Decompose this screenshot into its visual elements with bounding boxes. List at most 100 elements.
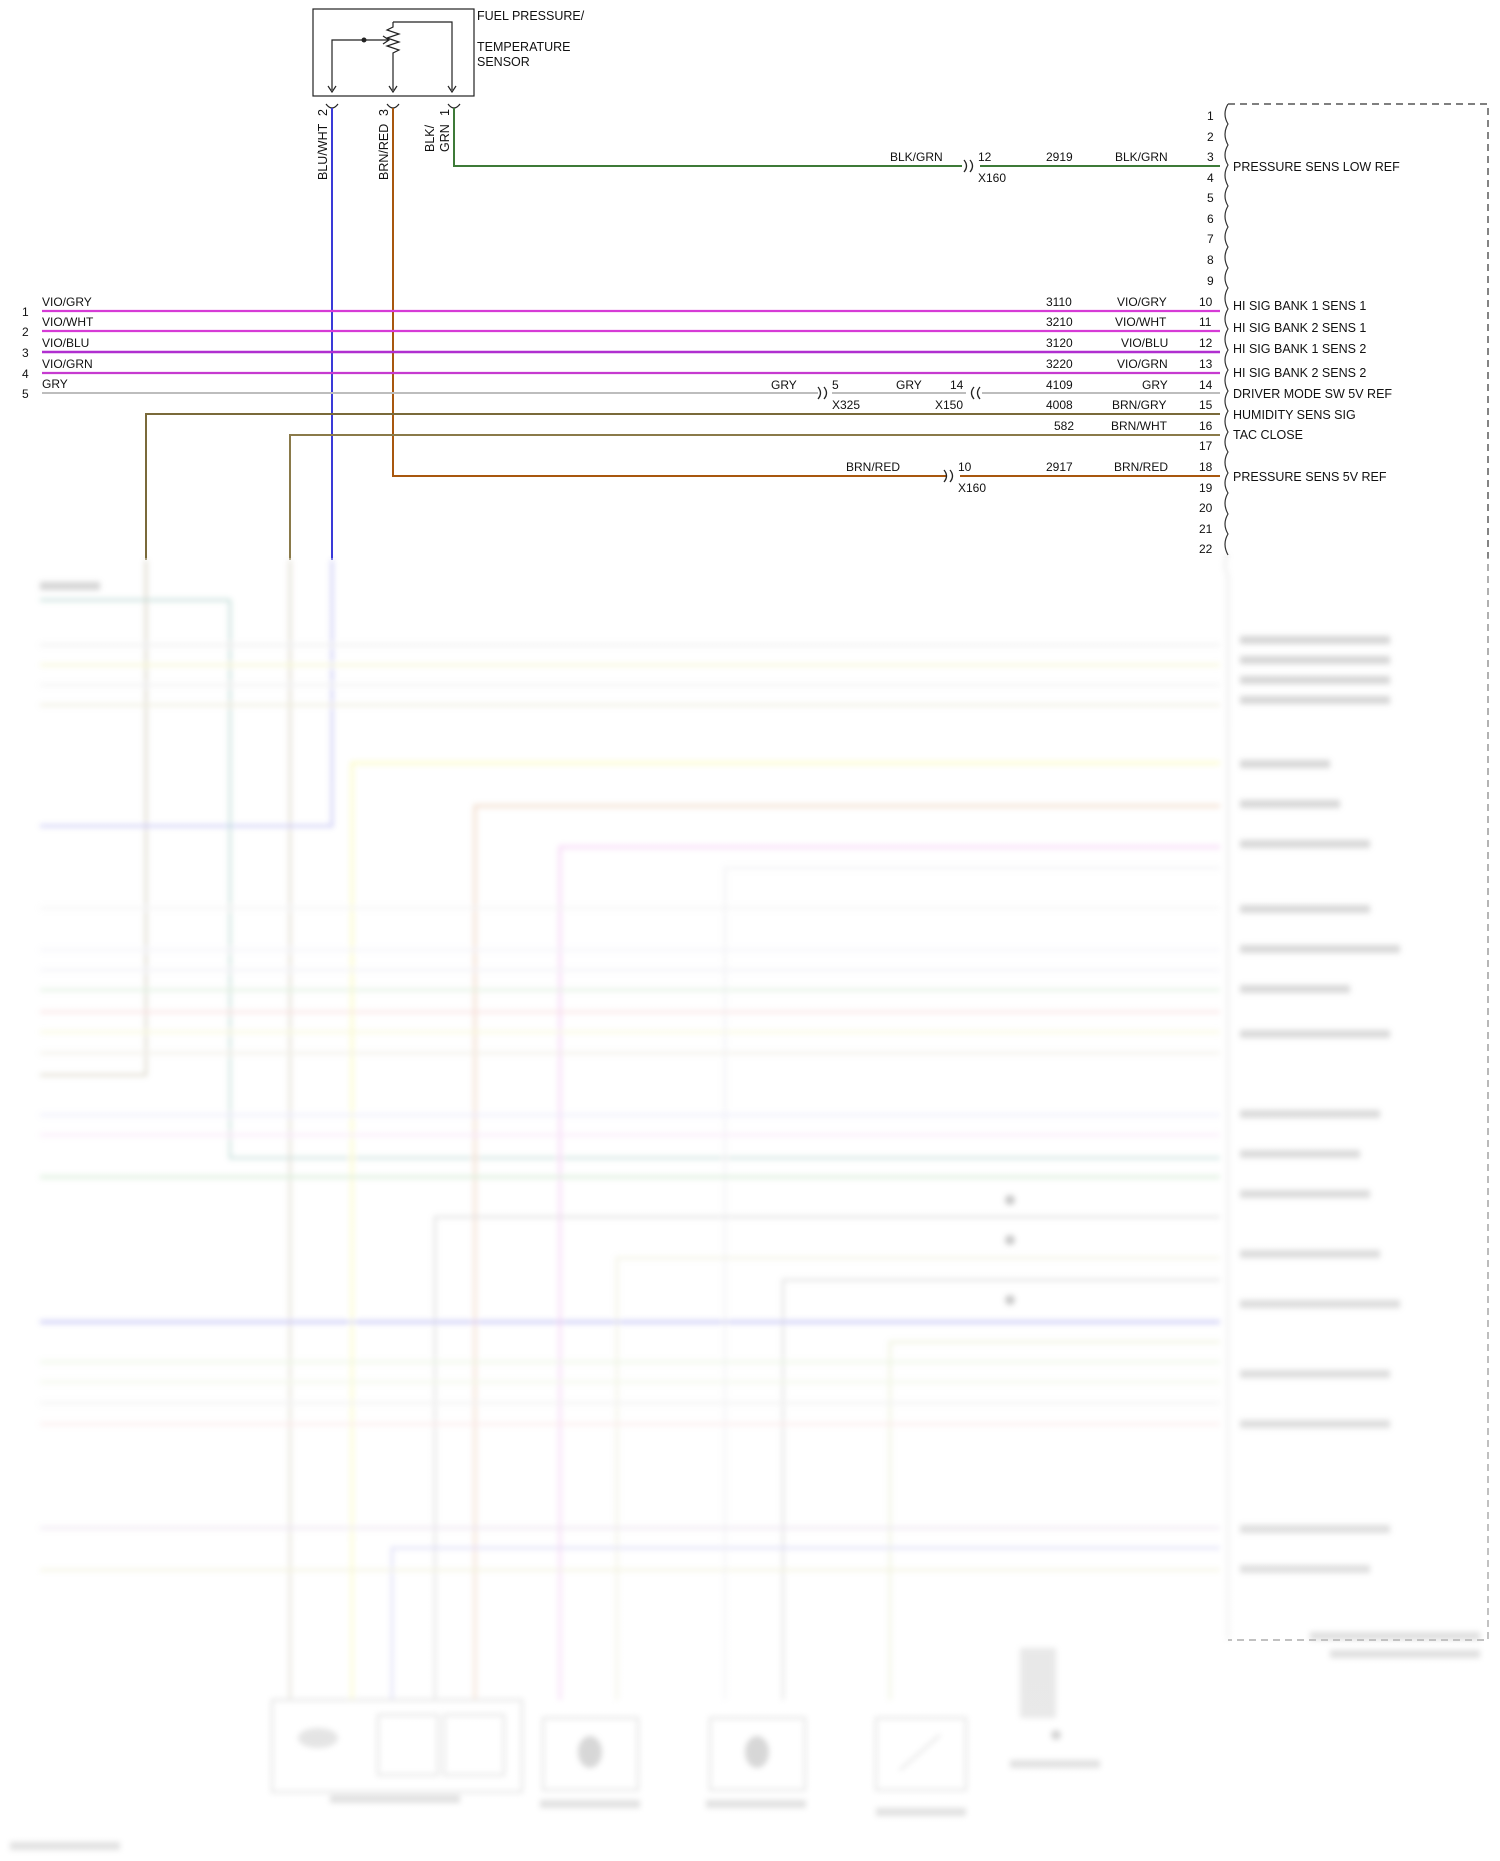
fuel-pressure-temperature-sensor: FUEL PRESSURE/ TEMPERATURE SENSOR 2 3 1 … — [312, 8, 585, 180]
x150-name: X150 — [935, 398, 963, 412]
left-wire-color-4: VIO/GRN — [42, 357, 93, 371]
connector-x160-pin12: BLK/GRN 12 X160 — [890, 150, 1006, 185]
circuit-wire-color: BRN/GRY — [1112, 398, 1166, 412]
wiper-arrow-icon — [364, 35, 391, 45]
pcm-function-label: HI SIG BANK 2 SENS 2 — [1233, 366, 1366, 380]
sensor-box — [312, 8, 475, 97]
x160-pin12-num: 12 — [978, 150, 992, 164]
pcm-pin: 7 — [1207, 232, 1214, 246]
circuit-wire-color: VIO/GRN — [1117, 357, 1168, 371]
sensor-pin-2-wire-label: BLU/WHT — [316, 123, 330, 180]
pcm-pin: 1 — [1207, 109, 1214, 123]
x325-name: X325 — [832, 398, 860, 412]
connector-x150: GRY 14 X150 — [896, 378, 981, 412]
left-wire-color-3: VIO/BLU — [42, 336, 89, 350]
pcm-function-label: HUMIDITY SENS SIG — [1233, 408, 1356, 422]
sensor-pin-1-wire-label-b: GRN — [438, 124, 452, 152]
pcm-pin: 5 — [1207, 191, 1214, 205]
pcm-pin: 21 — [1199, 522, 1213, 536]
connector-x325: GRY 5 X325 — [771, 378, 860, 412]
circuit-number: 582 — [1054, 419, 1074, 433]
x325-wire-left: GRY — [771, 378, 797, 392]
pcm-pin: 20 — [1199, 501, 1213, 515]
circuit-wire-color: GRY — [1142, 378, 1168, 392]
sensor-title-line2: TEMPERATURE — [477, 40, 571, 54]
circuit-wire-color: VIO/BLU — [1121, 336, 1168, 350]
pcm-pin: 17 — [1199, 439, 1213, 453]
sensor-pin-1-wire-label-a: BLK/ — [423, 124, 437, 152]
circuit-wire-color: BRN/WHT — [1111, 419, 1168, 433]
circuit-wire-color: VIO/WHT — [1115, 315, 1167, 329]
pcm-pin: 3 — [1207, 150, 1214, 164]
x160-pin12-name: X160 — [978, 171, 1006, 185]
potentiometer-icon — [385, 22, 401, 58]
wire-brn-wht — [289, 434, 1220, 560]
x325-pin: 5 — [832, 378, 839, 392]
pcm-function-label: PRESSURE SENS 5V REF — [1233, 470, 1387, 484]
pcm-pin: 12 — [1199, 336, 1213, 350]
circuit-number: 4109 — [1046, 378, 1073, 392]
pcm-pin: 11 — [1199, 315, 1212, 329]
left-wire-color-2: VIO/WHT — [42, 315, 94, 329]
circuit-wire-color: BLK/GRN — [1115, 150, 1168, 164]
x160-pin10-name: X160 — [958, 481, 986, 495]
left-wire-labels: 1 2 3 4 5 VIO/GRY VIO/WHT VIO/BLU VIO/GR… — [22, 295, 94, 401]
pcm-pin: 10 — [1199, 295, 1213, 309]
pcm-pin: 9 — [1207, 274, 1214, 288]
circuit-number: 2919 — [1046, 150, 1073, 164]
pcm-function-label: HI SIG BANK 1 SENS 2 — [1233, 342, 1366, 356]
left-wire-color-1: VIO/GRY — [42, 295, 92, 309]
pcm-connector: 1 2 3 4 5 6 7 8 9 10 11 12 13 14 15 16 1… — [1199, 103, 1489, 1641]
pcm-function-label: PRESSURE SENS LOW REF — [1233, 160, 1400, 174]
circuit-number: 3210 — [1046, 315, 1073, 329]
sensor-pin-3-wire-label: BRN/RED — [377, 124, 391, 180]
pcm-pin: 8 — [1207, 253, 1214, 267]
pcm-pin: 2 — [1207, 130, 1214, 144]
pcm-pin: 19 — [1199, 481, 1213, 495]
circuit-labels: 2919 BLK/GRN 3110 VIO/GRY 3210 VIO/WHT 3… — [1046, 150, 1168, 474]
wire-brn-red-vertical — [392, 108, 946, 477]
left-wire-color-5: GRY — [42, 377, 68, 391]
pcm-function-label: HI SIG BANK 1 SENS 1 — [1233, 299, 1366, 313]
x150-pin: 14 — [950, 378, 964, 392]
pcm-pin: 13 — [1199, 357, 1213, 371]
left-wire-num-3: 3 — [22, 346, 29, 360]
pcm-pin: 6 — [1207, 212, 1214, 226]
pcm-function-label: DRIVER MODE SW 5V REF — [1233, 387, 1392, 401]
pcm-function-label: TAC CLOSE — [1233, 428, 1303, 442]
pcm-pin: 14 — [1199, 378, 1213, 392]
left-wire-num-1: 1 — [22, 305, 29, 319]
x160-pin10-num: 10 — [958, 460, 972, 474]
pcm-connector-edge — [1224, 103, 1229, 556]
pcm-function-label: HI SIG BANK 2 SENS 1 — [1233, 321, 1366, 335]
connector-x160-pin10: BRN/RED 10 X160 — [846, 460, 986, 495]
sensor-title-line1: FUEL PRESSURE/ — [477, 9, 585, 23]
pcm-pin: 16 — [1199, 419, 1213, 433]
blurred-lower-diagram — [10, 554, 1480, 1850]
left-wire-num-4: 4 — [22, 367, 29, 381]
pcm-pin: 15 — [1199, 398, 1213, 412]
pcm-pin: 22 — [1199, 542, 1213, 556]
sensor-pin-3: 3 — [377, 109, 391, 116]
circuit-number: 2917 — [1046, 460, 1073, 474]
x160-pin10-wire-left: BRN/RED — [846, 460, 900, 474]
circuit-number: 4008 — [1046, 398, 1073, 412]
circuit-wire-color: BRN/RED — [1114, 460, 1168, 474]
sensor-title-line3: SENSOR — [477, 55, 530, 69]
circuit-wire-color: VIO/GRY — [1117, 295, 1167, 309]
left-wire-num-2: 2 — [22, 325, 29, 339]
circuit-number: 3120 — [1046, 336, 1073, 350]
sensor-pin-2: 2 — [316, 109, 330, 116]
wire-brn-gry — [145, 413, 1220, 560]
sensor-pin-1: 1 — [438, 109, 452, 116]
circuit-number: 3110 — [1046, 295, 1072, 309]
wire-blk-grn — [453, 108, 962, 167]
pcm-pin: 18 — [1199, 460, 1213, 474]
x160-pin12-wire-left: BLK/GRN — [890, 150, 943, 164]
left-wire-num-5: 5 — [22, 387, 29, 401]
x150-wire-left: GRY — [896, 378, 922, 392]
pcm-pin: 4 — [1207, 171, 1214, 185]
circuit-number: 3220 — [1046, 357, 1073, 371]
